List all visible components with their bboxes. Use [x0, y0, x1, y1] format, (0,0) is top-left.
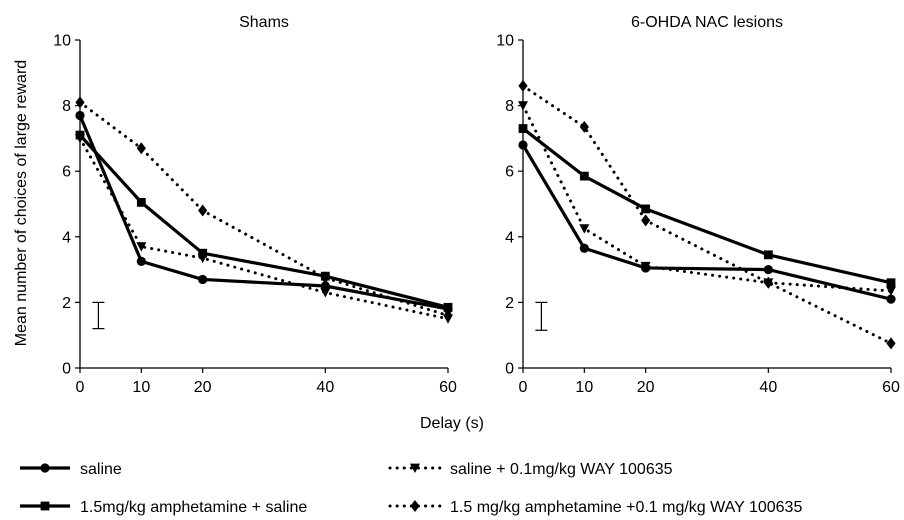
y-tick-label: 0	[505, 361, 514, 378]
data-point	[887, 278, 896, 287]
data-point	[518, 140, 527, 149]
chart-title: 6-OHDA NAC lesions	[631, 14, 783, 31]
x-tick-label: 40	[316, 379, 334, 396]
y-tick-label: 2	[505, 295, 514, 312]
data-point	[198, 249, 207, 258]
series-1-5mg-kg-amphetamine-saline	[76, 131, 453, 312]
data-point	[76, 131, 85, 140]
data-point	[198, 205, 207, 217]
x-tick-label: 60	[439, 379, 457, 396]
y-axis-label: Mean number of choices of large reward	[13, 60, 30, 346]
legend-item-1-5-mg-kg-amphetamine-0-1-mg-kg-way-100635: 1.5 mg/kg amphetamine +0.1 mg/kg WAY 100…	[390, 499, 802, 516]
series-1-5mg-kg-amphetamine-saline	[519, 124, 896, 287]
data-point	[518, 80, 527, 92]
data-point	[519, 124, 528, 133]
x-tick-label: 40	[759, 379, 777, 396]
series-1-5-mg-kg-amphetamine-0-1-mg-kg-way-100635	[518, 80, 895, 349]
x-tick-label: 10	[132, 379, 150, 396]
series-line	[80, 115, 448, 309]
y-tick-label: 8	[505, 98, 514, 115]
series-line	[523, 106, 891, 291]
data-point	[764, 250, 773, 259]
legend-label: saline + 0.1mg/kg WAY 100635	[450, 461, 673, 478]
y-tick-label: 2	[62, 295, 71, 312]
data-point	[641, 214, 650, 226]
legend-label: saline	[80, 461, 122, 478]
x-tick-label: 0	[76, 379, 85, 396]
y-tick-label: 0	[62, 361, 71, 378]
y-tick-label: 4	[62, 229, 71, 246]
series-line	[523, 145, 891, 299]
x-tick-label: 20	[194, 379, 212, 396]
data-point	[137, 198, 146, 207]
chart-panel-2: 6-OHDA NAC lesions 0 2 4 6 8 10 0 10 20 40 60	[496, 14, 900, 396]
data-point	[580, 244, 589, 253]
legend: saline saline + 0.1mg/kg WAY 100635 1.5mg/…	[20, 461, 802, 516]
legend-marker	[410, 500, 419, 512]
legend-item-1-5mg-kg-amphetamine-saline: 1.5mg/kg amphetamine + saline	[20, 499, 307, 516]
chart-panel-1: Shams 0 2 4 6 8 10 0 10 20 40 60	[53, 14, 457, 396]
data-point	[641, 205, 650, 214]
legend-marker	[40, 463, 49, 472]
series-line	[523, 129, 891, 283]
series-line	[523, 86, 891, 343]
x-tick-label: 0	[519, 379, 528, 396]
data-point	[886, 337, 895, 349]
data-point	[75, 111, 84, 120]
data-point	[886, 287, 896, 296]
x-tick-label: 10	[575, 379, 593, 396]
data-point	[764, 265, 773, 274]
y-tick-label: 8	[62, 98, 71, 115]
data-point	[320, 288, 330, 297]
y-tick-label: 10	[496, 33, 514, 50]
x-axis-label: Delay (s)	[420, 415, 484, 432]
legend-label: 1.5 mg/kg amphetamine +0.1 mg/kg WAY 100…	[450, 499, 802, 516]
y-tick-label: 6	[62, 164, 71, 181]
legend-item-saline-0-1mg-kg-way-100635: saline + 0.1mg/kg WAY 100635	[390, 461, 673, 478]
series-saline	[518, 140, 895, 303]
y-tick-label: 6	[505, 164, 514, 181]
data-point	[580, 172, 589, 181]
data-point	[75, 96, 84, 108]
legend-marker	[41, 502, 50, 511]
data-point	[198, 275, 207, 284]
y-tick-label: 4	[505, 229, 514, 246]
series-1-5-mg-kg-amphetamine-0-1-mg-kg-way-100635	[75, 96, 452, 321]
x-tick-label: 60	[882, 379, 900, 396]
y-tick-label: 10	[53, 33, 71, 50]
chart-title: Shams	[239, 14, 289, 31]
series-saline-0-1mg-kg-way-100635	[518, 101, 896, 296]
data-point	[137, 257, 146, 266]
x-tick-label: 20	[637, 379, 655, 396]
legend-label: 1.5mg/kg amphetamine + saline	[80, 499, 307, 516]
legend-item-saline: saline	[20, 461, 122, 478]
